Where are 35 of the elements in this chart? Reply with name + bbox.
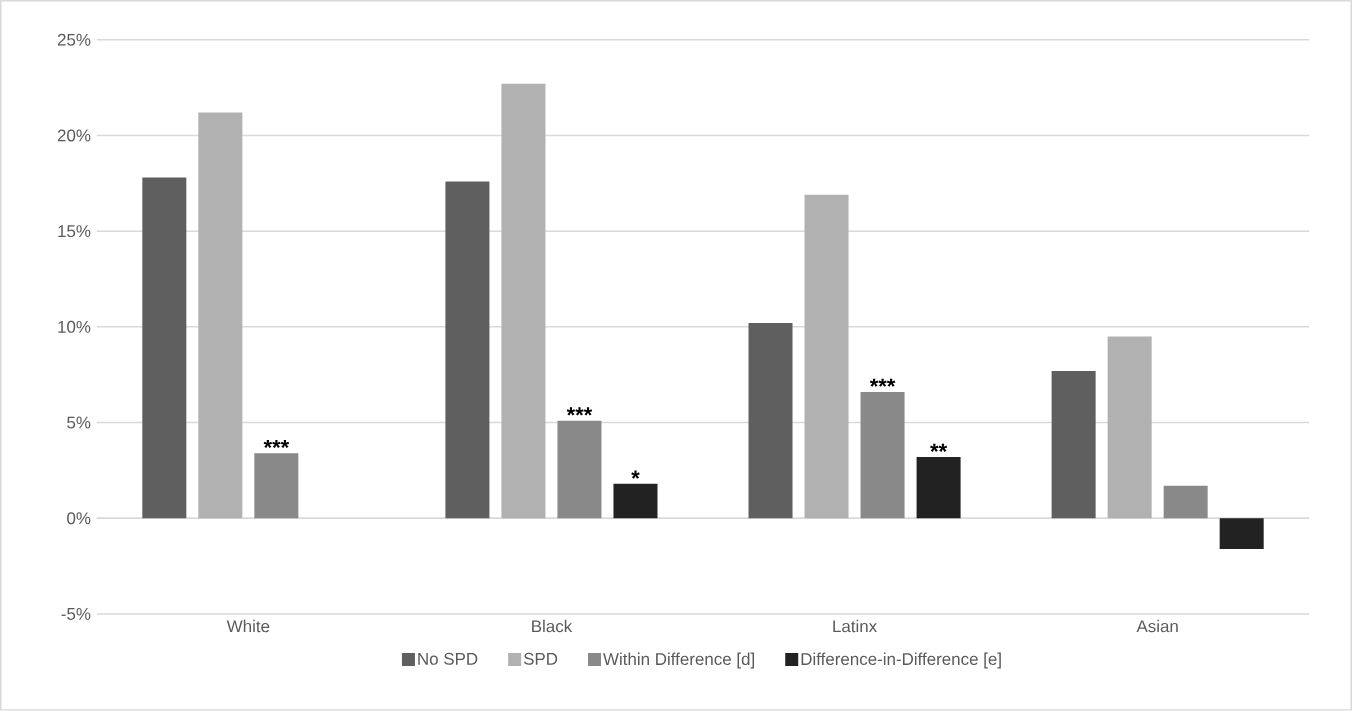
y-tick-label: 10% bbox=[58, 320, 91, 333]
x-tick-label: Black bbox=[532, 619, 573, 633]
legend-label: SPD bbox=[523, 652, 558, 665]
data-label: *** bbox=[869, 378, 896, 387]
bar bbox=[142, 177, 187, 519]
legend-label: No SPD bbox=[418, 652, 478, 665]
bar bbox=[613, 483, 658, 519]
data-label: ** bbox=[930, 443, 948, 453]
x-tick-label: White bbox=[226, 619, 270, 633]
bar bbox=[1163, 485, 1208, 519]
bar bbox=[501, 83, 546, 519]
legend-label: Difference-in-Difference [e] bbox=[801, 652, 1001, 669]
bar bbox=[804, 194, 849, 519]
data-label: *** bbox=[263, 440, 290, 449]
bar bbox=[1107, 336, 1152, 519]
data-label: *** bbox=[566, 407, 593, 416]
legend-label: Within Difference [d] bbox=[603, 652, 754, 669]
bar bbox=[748, 323, 793, 519]
bar bbox=[860, 392, 905, 519]
bar bbox=[1051, 371, 1096, 519]
bar bbox=[1219, 518, 1264, 550]
y-tick-label: -5% bbox=[61, 608, 91, 621]
bar bbox=[557, 420, 602, 519]
x-tick-label: Asian bbox=[1136, 619, 1178, 633]
bar bbox=[445, 181, 490, 519]
y-tick-label: 0% bbox=[67, 512, 91, 525]
bar bbox=[254, 453, 299, 519]
bar bbox=[198, 112, 243, 519]
y-tick-label: 15% bbox=[58, 225, 91, 238]
bar bbox=[916, 457, 961, 519]
x-tick-label: Latinx bbox=[833, 619, 877, 633]
y-tick-label: 5% bbox=[67, 416, 91, 429]
data-label: * bbox=[631, 470, 640, 479]
y-tick-label: 25% bbox=[57, 33, 91, 46]
y-tick-label: 20% bbox=[57, 129, 91, 142]
